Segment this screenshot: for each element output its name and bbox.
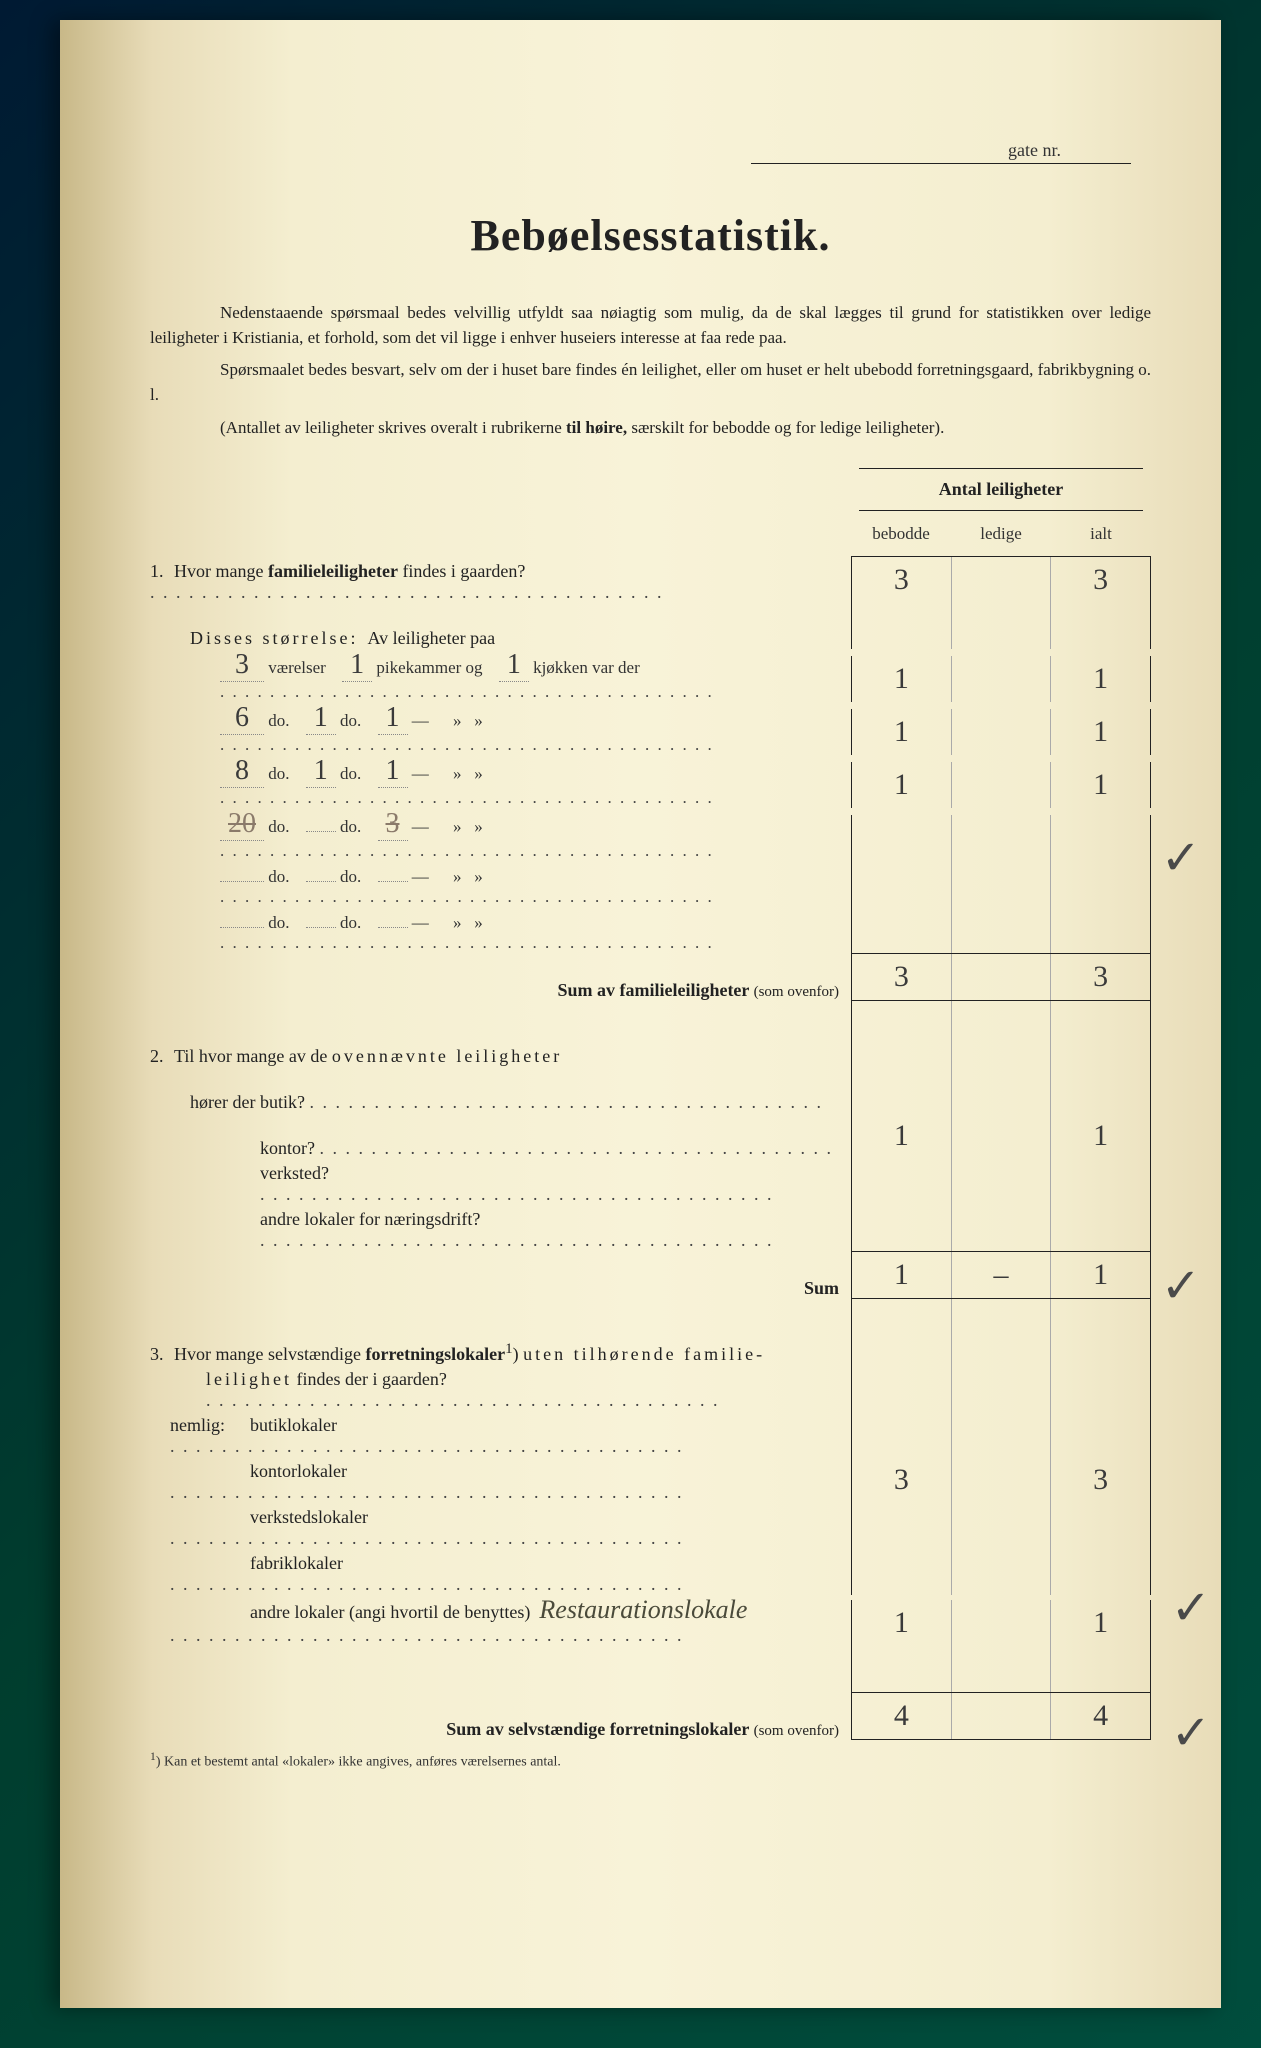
page-title: Bebøelsesstatistik. <box>150 210 1151 261</box>
q1-size-row: 8 do. 1 do. 1 — » » 1 1 <box>150 755 1151 808</box>
size-ialt <box>1051 861 1150 907</box>
size-ledige <box>952 907 1052 953</box>
q1-ledige <box>952 557 1052 603</box>
q1-ialt: 3 <box>1051 557 1150 603</box>
q1-size-row: do. do. — » » <box>150 861 1151 907</box>
checkmark-icon: ✓ <box>1161 830 1201 886</box>
q3-ialt <box>1051 1503 1150 1549</box>
q1-size-row: 20 do. do. 3 — » » <box>150 808 1151 861</box>
q1-row: 1.Hvor mange familieleiligheter findes i… <box>150 557 1151 603</box>
column-header: Antal leiligheter <box>859 468 1143 511</box>
footnote: 1) Kan et bestemt antal «lokaler» ikke a… <box>150 1750 1151 1771</box>
q3-line1: 3.Hvor mange selvstændige forretningslok… <box>150 1319 1151 1365</box>
q1-disses-row: Disses størrelse: Av leiligheter paa <box>150 603 1151 649</box>
q1-size-row: do. do. — » » <box>150 907 1151 953</box>
col-bebodde: bebodde <box>851 524 951 544</box>
q3-ledige <box>952 1646 1052 1692</box>
intro-para-2: Spørsmaalet bedes besvart, selv om der i… <box>150 358 1151 407</box>
q3-ialt: 1 <box>1051 1600 1150 1646</box>
q3-ialt: 3 <box>1051 1457 1150 1503</box>
checkmark-icon: ✓ <box>1171 1705 1211 1761</box>
col-ledige: ledige <box>951 524 1051 544</box>
size-ledige <box>952 656 1052 702</box>
q3-ialt <box>1051 1646 1150 1692</box>
q1-size-row: 3 værelser 1 pikekammer og 1 kjøkken var… <box>150 649 1151 702</box>
q3-item-row: verkstedslokaler <box>150 1503 1151 1549</box>
q1-sum-row: Sum av familieleiligheter (som ovenfor) … <box>150 953 1151 1001</box>
intro-para-3: (Antallet av leiligheter skrives overalt… <box>150 416 1151 441</box>
q3-bebodde: 1 <box>852 1600 952 1646</box>
q3-bebodde <box>852 1646 952 1692</box>
q1-sum-bebodde: 3 <box>852 954 952 1000</box>
q2-butik: hører der butik? <box>150 1067 1151 1113</box>
size-bebodde <box>852 907 952 953</box>
q3-line2: leilighet findes der i gaarden? <box>150 1365 1151 1411</box>
q1-sum-ledige <box>952 954 1052 1000</box>
q3-ledige <box>952 1549 1052 1595</box>
q2-kontor: kontor? 11 <box>150 1113 1151 1159</box>
q3-ledige <box>952 1457 1052 1503</box>
q2-sum: Sum 1 – 1 <box>150 1251 1151 1299</box>
q3-bebodde: 3 <box>852 1457 952 1503</box>
size-ledige <box>952 815 1052 861</box>
size-bebodde: 1 <box>852 656 952 702</box>
q3-ialt <box>1051 1549 1150 1595</box>
q3-ialt <box>1051 1411 1150 1457</box>
subheader-row: bebodde ledige ialt <box>851 512 1151 557</box>
intro-para-1: Nedenstaaende spørsmaal bedes velvillig … <box>150 301 1151 350</box>
q3-item-row <box>150 1646 1151 1692</box>
q3-item-row: kontorlokaler 3 3 <box>150 1457 1151 1503</box>
size-ialt: 1 <box>1051 656 1150 702</box>
q1-size-row: 6 do. 1 do. 1 — » » 1 1 <box>150 702 1151 755</box>
q3-bebodde <box>852 1503 952 1549</box>
q3-bebodde <box>852 1549 952 1595</box>
col-ialt: ialt <box>1051 524 1151 544</box>
document-page: gate nr. Bebøelsesstatistik. Nedenstaaen… <box>60 20 1221 2008</box>
size-ialt <box>1051 815 1150 861</box>
q1-sum-ialt: 3 <box>1051 954 1150 1000</box>
q2-andre: andre lokaler for næringsdrift? <box>150 1205 1151 1251</box>
gate-label: gate nr. <box>1008 140 1061 160</box>
column-header-wrap: Antal leiligheter <box>851 468 1151 511</box>
form-content: Antal leiligheter bebodde ledige ialt 1.… <box>150 465 1151 1771</box>
q3-item-row: nemlig:butiklokaler <box>150 1411 1151 1457</box>
size-bebodde: 1 <box>852 709 952 755</box>
size-ledige <box>952 861 1052 907</box>
size-ialt: 1 <box>1051 762 1150 808</box>
q3-ledige <box>952 1411 1052 1457</box>
q2-line1: 2.Til hvor mange av de ovennævnte leilig… <box>150 1021 1151 1067</box>
size-ialt: 1 <box>1051 709 1150 755</box>
q3-sum: Sum av selvstændige forretningslokaler (… <box>150 1692 1151 1740</box>
size-bebodde: 1 <box>852 762 952 808</box>
size-ledige <box>952 709 1052 755</box>
q1-bebodde: 3 <box>852 557 952 603</box>
size-ledige <box>952 762 1052 808</box>
q2-verksted: verksted? <box>150 1159 1151 1205</box>
q3-bebodde <box>852 1411 952 1457</box>
gate-number-field: gate nr. <box>751 140 1131 164</box>
size-ialt <box>1051 907 1150 953</box>
size-bebodde <box>852 861 952 907</box>
q3-ledige <box>952 1600 1052 1646</box>
checkmark-icon: ✓ <box>1161 1258 1201 1314</box>
q3-item-row: andre lokaler (angi hvortil de benyttes)… <box>150 1595 1151 1646</box>
size-bebodde <box>852 815 952 861</box>
checkmark-icon: ✓ <box>1171 1580 1211 1636</box>
q3-item-row: fabriklokaler <box>150 1549 1151 1595</box>
q3-ledige <box>952 1503 1052 1549</box>
